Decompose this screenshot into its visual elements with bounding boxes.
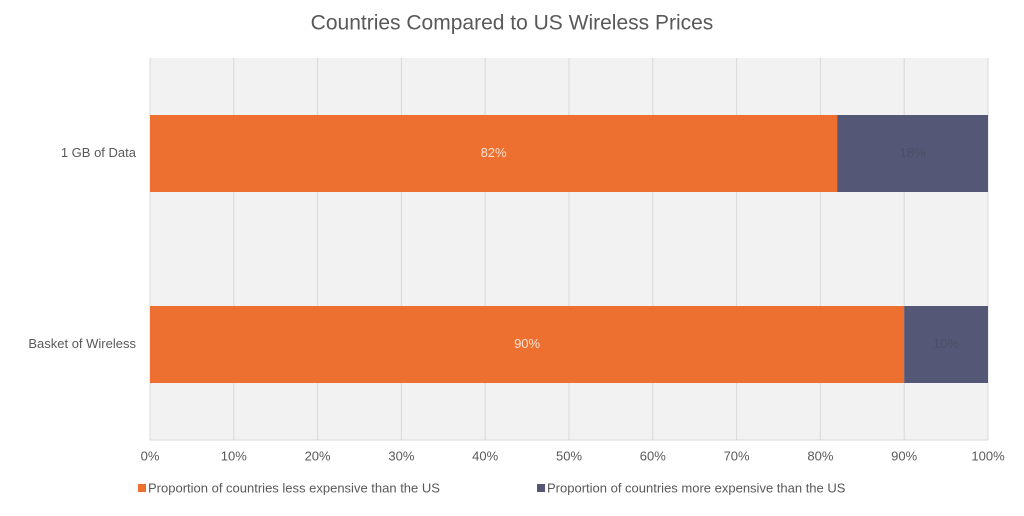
data-label: 82%: [481, 145, 507, 160]
bar-segment: [150, 306, 905, 383]
y-tick-label: Basket of Wireless: [28, 336, 136, 351]
bar-segment: [904, 306, 988, 383]
x-tick-label: 90%: [891, 448, 917, 463]
legend-label: Proportion of countries more expensive t…: [547, 480, 846, 495]
x-tick-label: 70%: [724, 448, 750, 463]
chart-title: Countries Compared to US Wireless Prices: [311, 12, 714, 35]
y-tick-label: 1 GB of Data: [61, 145, 137, 160]
data-label: 18%: [900, 145, 926, 160]
x-tick-label: 40%: [472, 448, 498, 463]
legend-swatch: [537, 484, 545, 492]
data-label: 10%: [933, 336, 959, 351]
x-tick-label: 50%: [556, 448, 582, 463]
bar-segment: [837, 115, 988, 192]
x-tick-label: 10%: [221, 448, 247, 463]
legend-swatch: [138, 484, 146, 492]
legend-label: Proportion of countries less expensive t…: [148, 480, 440, 495]
x-tick-label: 20%: [305, 448, 331, 463]
bar-segment: [150, 115, 838, 192]
x-tick-label: 30%: [388, 448, 414, 463]
x-tick-label: 80%: [807, 448, 833, 463]
x-tick-label: 60%: [640, 448, 666, 463]
x-tick-label: 0%: [141, 448, 160, 463]
data-label: 90%: [514, 336, 540, 351]
x-tick-label: 100%: [971, 448, 1005, 463]
